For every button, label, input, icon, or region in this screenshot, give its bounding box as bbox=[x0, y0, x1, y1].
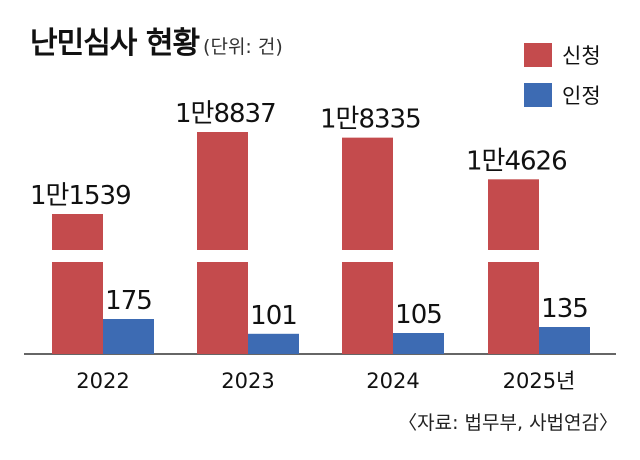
data-label-applied: 1만8335 bbox=[320, 105, 421, 135]
data-label-approved: 175 bbox=[105, 286, 152, 316]
bar-approved bbox=[103, 319, 154, 354]
data-label-approved: 105 bbox=[395, 300, 442, 330]
unit-label: (단위: 건) bbox=[203, 36, 283, 58]
data-label-approved: 135 bbox=[541, 294, 588, 324]
data-label-applied: 1만8837 bbox=[175, 99, 276, 129]
bar-applied-upper bbox=[342, 137, 393, 250]
legend-swatch-approved bbox=[524, 83, 552, 107]
bar-approved bbox=[539, 327, 590, 354]
legend-item-applied: 신청 bbox=[524, 42, 601, 68]
source-note: 〈자료: 법무부, 사법연감〉 bbox=[398, 412, 618, 434]
x-tick-label: 2022 bbox=[76, 369, 129, 393]
x-tick-label: 2025년 bbox=[503, 369, 576, 393]
data-label-applied: 1만4626 bbox=[466, 146, 567, 176]
bar-applied-upper bbox=[197, 132, 248, 250]
bar-applied-lower bbox=[342, 262, 393, 354]
legend-label-applied: 신청 bbox=[562, 44, 601, 68]
bar-applied-lower bbox=[488, 262, 539, 354]
bar-applied-upper bbox=[52, 214, 103, 250]
x-tick-label: 2024 bbox=[366, 369, 419, 393]
data-label-approved: 101 bbox=[250, 301, 297, 331]
legend-label-approved: 인정 bbox=[562, 84, 601, 108]
bar-applied-lower bbox=[197, 262, 248, 354]
data-label-applied: 1만1539 bbox=[30, 181, 131, 211]
legend-item-approved: 인정 bbox=[524, 82, 601, 108]
chart-title: 난민심사 현황 (단위: 건) bbox=[30, 26, 283, 61]
bar-applied-upper bbox=[488, 179, 539, 250]
x-tick-label: 2023 bbox=[221, 369, 274, 393]
bar-approved bbox=[248, 333, 299, 354]
bar-approved bbox=[393, 333, 444, 354]
legend-swatch-applied bbox=[524, 43, 552, 67]
bar-applied-lower bbox=[52, 262, 103, 354]
